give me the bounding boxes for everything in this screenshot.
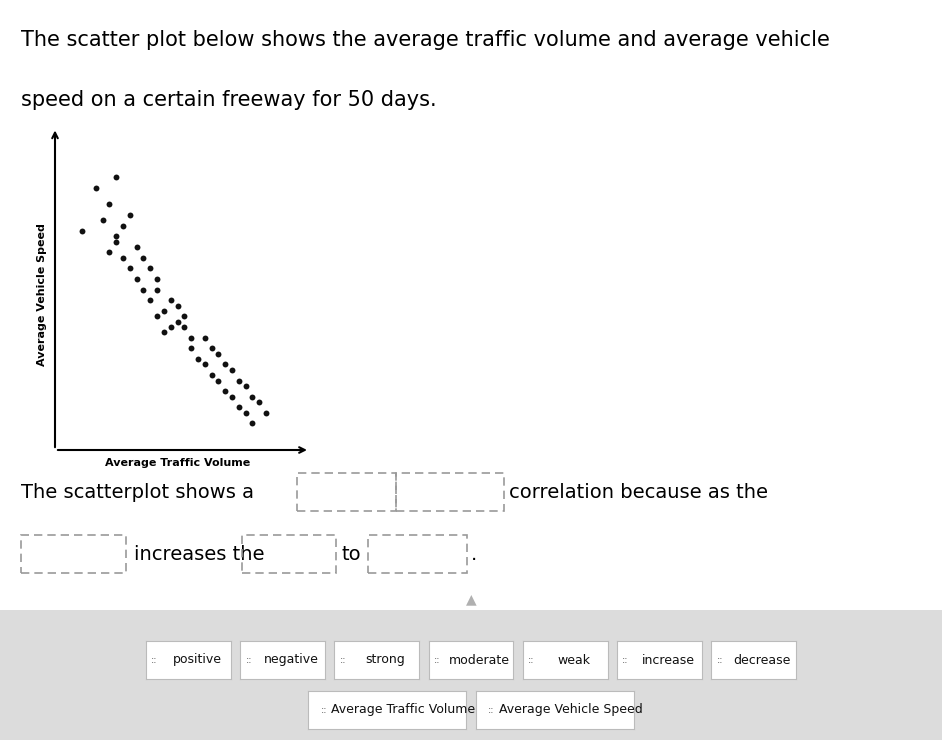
Point — [108, 235, 123, 247]
Point — [197, 359, 212, 371]
Point — [122, 209, 138, 221]
Point — [245, 391, 260, 403]
Y-axis label: Average Vehicle Speed: Average Vehicle Speed — [37, 223, 47, 366]
Text: speed on a certain freeway for 50 days.: speed on a certain freeway for 50 days. — [21, 90, 436, 110]
Text: increase: increase — [642, 653, 694, 667]
Text: ::: :: — [717, 655, 723, 665]
Point — [116, 252, 131, 263]
Point — [89, 182, 104, 194]
X-axis label: Average Traffic Volume: Average Traffic Volume — [105, 458, 251, 468]
Text: decrease: decrease — [734, 653, 790, 667]
Text: ::: :: — [340, 655, 346, 665]
Point — [108, 230, 123, 242]
Point — [258, 407, 273, 419]
Text: negative: negative — [264, 653, 318, 667]
Point — [231, 374, 246, 386]
Point — [102, 198, 117, 210]
Point — [150, 311, 165, 323]
Text: ▲: ▲ — [465, 592, 477, 606]
Point — [177, 311, 192, 323]
Text: Average Vehicle Speed: Average Vehicle Speed — [498, 704, 642, 716]
Point — [184, 332, 199, 343]
Text: to: to — [342, 545, 362, 563]
Point — [238, 407, 253, 419]
Point — [211, 348, 226, 360]
Point — [245, 417, 260, 429]
Point — [122, 263, 138, 275]
Text: ::: :: — [434, 655, 440, 665]
Point — [170, 316, 185, 328]
Point — [204, 343, 219, 354]
Point — [143, 263, 158, 275]
Text: weak: weak — [557, 653, 591, 667]
Text: .: . — [471, 545, 478, 563]
Point — [190, 353, 205, 365]
Text: ::: :: — [623, 655, 628, 665]
Point — [170, 300, 185, 312]
Point — [129, 273, 144, 285]
Text: The scatterplot shows a: The scatterplot shows a — [21, 482, 253, 502]
Text: ::: :: — [152, 655, 157, 665]
Point — [102, 246, 117, 258]
Point — [218, 359, 233, 371]
Text: The: The — [21, 482, 57, 502]
Point — [150, 273, 165, 285]
Text: Average Traffic Volume: Average Traffic Volume — [331, 704, 475, 716]
Text: ::: :: — [528, 655, 534, 665]
Text: ::: :: — [246, 655, 252, 665]
Point — [136, 283, 151, 295]
Point — [197, 332, 212, 343]
Point — [177, 321, 192, 333]
Point — [218, 386, 233, 397]
Point — [156, 326, 171, 338]
Point — [116, 220, 131, 232]
Text: increases the: increases the — [134, 545, 265, 563]
Text: ::: :: — [488, 705, 495, 715]
Text: positive: positive — [172, 653, 221, 667]
Point — [74, 225, 89, 237]
Point — [238, 380, 253, 391]
Point — [129, 241, 144, 253]
Point — [150, 283, 165, 295]
Point — [136, 252, 151, 263]
Text: moderate: moderate — [449, 653, 510, 667]
Point — [95, 215, 110, 226]
Point — [231, 401, 246, 413]
Point — [184, 343, 199, 354]
Point — [224, 364, 239, 376]
Point — [204, 369, 219, 381]
Point — [252, 396, 267, 408]
Text: strong: strong — [365, 653, 405, 667]
Point — [211, 374, 226, 386]
Point — [156, 305, 171, 317]
Text: correlation because as the: correlation because as the — [509, 482, 768, 502]
Text: ::: :: — [320, 705, 327, 715]
Point — [163, 295, 178, 306]
Point — [108, 172, 123, 184]
Point — [143, 295, 158, 306]
Point — [163, 321, 178, 333]
Text: The scatter plot below shows the average traffic volume and average vehicle: The scatter plot below shows the average… — [21, 30, 830, 50]
Point — [224, 391, 239, 403]
